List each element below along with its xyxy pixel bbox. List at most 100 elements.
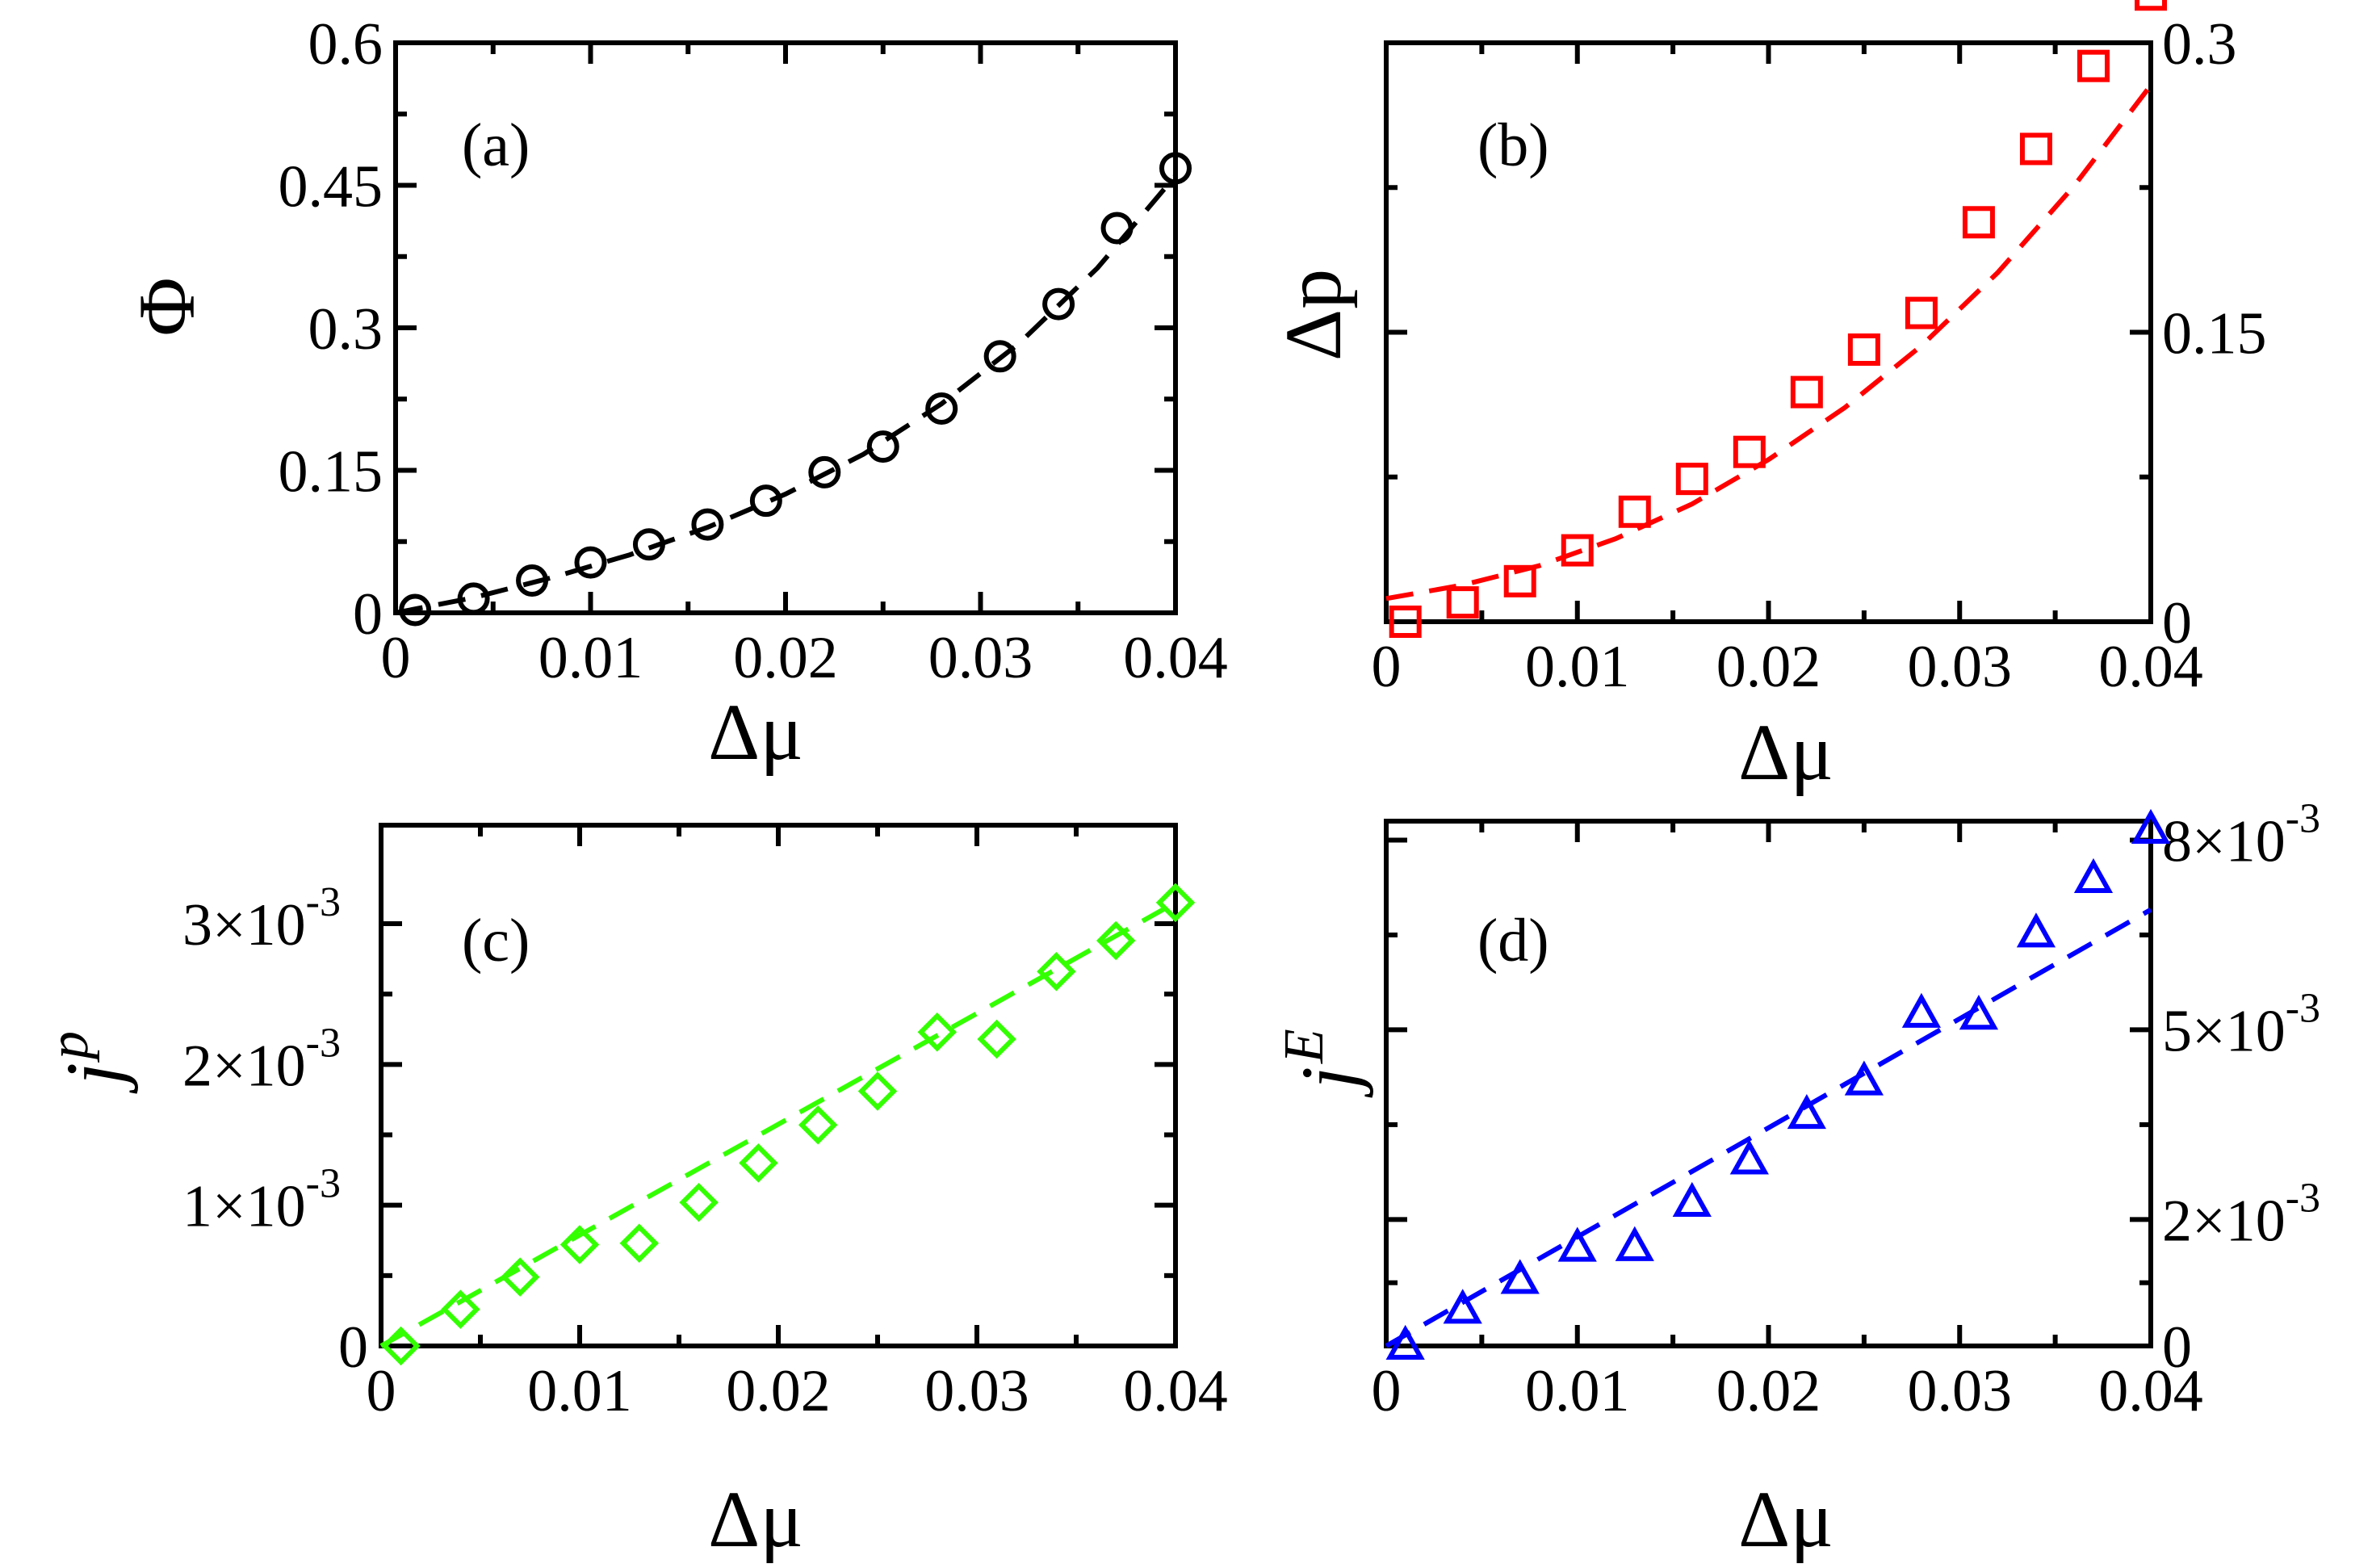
x-tick-label: 0 (367, 1358, 396, 1424)
data-point-circle (1100, 212, 1134, 245)
data-point-triangle (2073, 857, 2114, 894)
panel-c-x-title: Δμ (708, 1474, 803, 1564)
x-tick-label: 0 (1372, 1358, 1402, 1424)
panel-a-label: (a) (462, 111, 530, 179)
data-point-square (1446, 586, 1479, 619)
data-point-diamond (559, 1225, 600, 1264)
x-tick-label: 0.04 (1123, 625, 1228, 691)
data-point-circle (749, 484, 782, 518)
x-tick-label: 0.03 (928, 625, 1033, 691)
panel-d-fit-line (1385, 908, 2152, 1348)
data-point-triangle (2016, 912, 2056, 948)
x-tick-label: 0.02 (733, 625, 838, 691)
data-point-diamond (381, 1326, 421, 1366)
data-point-square (2135, 0, 2167, 11)
data-point-square (2019, 132, 2052, 166)
data-point-triangle (1959, 995, 1999, 1030)
x-tick-label: 0 (1372, 634, 1402, 700)
data-point-diamond (798, 1105, 838, 1145)
y-tick-label: 3×10-3 (182, 879, 341, 958)
panel-d-x-title: Δμ (1738, 1474, 1833, 1564)
y-tick-label: 5×10-3 (2162, 985, 2320, 1064)
data-point-square (1675, 463, 1708, 496)
panel-c-y-title-sup: p (38, 1031, 100, 1063)
y-tick-label: 0 (2162, 1314, 2192, 1381)
data-point-diamond (1037, 952, 1076, 992)
data-point-circle (925, 392, 958, 426)
x-tick-label: 0.01 (1525, 1358, 1630, 1424)
y-tick-label: 0.15 (279, 439, 383, 505)
data-point-circle (983, 340, 1016, 373)
data-point-square (1733, 435, 1766, 468)
data-point-triangle (1787, 1094, 1826, 1130)
data-point-diamond (441, 1289, 480, 1329)
y-tick-label: 1×10-3 (182, 1161, 341, 1240)
x-tick-label: 0.02 (726, 1358, 831, 1424)
x-tick-label: 0.03 (924, 1358, 1029, 1424)
data-point-square (1905, 296, 1938, 329)
panel-a-fit-line (395, 174, 1178, 615)
data-point-circle (808, 455, 841, 488)
y-tick-label: 0.3 (308, 296, 383, 363)
y-tick-label: 2×10-3 (2162, 1175, 2320, 1254)
data-point-diamond (1155, 883, 1196, 923)
data-point-circle (632, 528, 665, 561)
data-point-square (1790, 375, 1823, 409)
data-point-circle (1042, 287, 1075, 321)
panel-b-fit-line (1385, 83, 2153, 602)
data-point-square (2077, 49, 2110, 82)
data-point-triangle (1901, 992, 1942, 1028)
y-tick-label: 0 (353, 581, 383, 648)
y-tick-label: 0.6 (308, 11, 383, 78)
y-tick-label: 0.15 (2162, 301, 2267, 367)
panel-b-y-title: Δp (1268, 269, 1358, 361)
y-tick-label: 0.3 (2162, 11, 2237, 78)
panel-d-points (1385, 808, 2171, 1360)
panel-c-label: (c) (462, 907, 530, 975)
data-point-triangle (1729, 1139, 1769, 1175)
data-point-circle (1159, 152, 1192, 185)
panel-a-y-title: Φ (122, 277, 212, 336)
y-tick-exponent: -3 (2286, 795, 2320, 841)
y-tick-exponent: -3 (306, 879, 341, 925)
data-point-diamond (500, 1257, 540, 1297)
data-point-diamond (1096, 920, 1136, 961)
y-tick-exponent: -3 (2286, 1175, 2320, 1221)
data-point-diamond (739, 1143, 778, 1183)
panel-c-y-title-base: j (49, 1063, 139, 1094)
x-tick-label: 0.03 (1908, 634, 2013, 700)
data-point-circle (574, 546, 607, 579)
x-tick-label: 0.01 (527, 1358, 632, 1424)
data-point-circle (399, 593, 432, 627)
data-point-circle (516, 564, 549, 597)
y-tick-exponent: -3 (2286, 985, 2320, 1031)
data-point-triangle (1557, 1226, 1597, 1262)
data-point-triangle (2131, 808, 2171, 844)
panel-c-ticks: 0 0.01 0.02 0.03 0.04 0 1×10-3 2×10-3 3×10-3 (182, 825, 1228, 1424)
data-point-diamond (679, 1182, 719, 1222)
fit-dashed-line (1385, 83, 2153, 602)
panel-d-label: (d) (1477, 907, 1549, 975)
y-tick-exponent: -3 (306, 1161, 341, 1207)
x-tick-label: 0.01 (1525, 634, 1630, 700)
panel-d-frame (1384, 819, 2153, 1348)
panel-c: 0 0.01 0.02 0.03 0.04 0 1×10-3 2×10-3 3×10-3 (c)… (38, 823, 1228, 1564)
panel-b-label: (b) (1477, 111, 1549, 179)
x-tick-label: 0.04 (1123, 1358, 1228, 1424)
data-point-diamond (619, 1223, 660, 1263)
y-tick-label: 0 (338, 1314, 368, 1381)
x-tick-label: 0.04 (2098, 634, 2203, 700)
data-point-diamond (977, 1019, 1016, 1059)
data-point-circle (457, 582, 490, 615)
data-point-square (1389, 606, 1422, 638)
data-point-triangle (1500, 1259, 1540, 1294)
panel-a-x-title: Δμ (708, 687, 803, 777)
y-tick-label: 0 (2162, 590, 2192, 656)
x-tick-label: 0.02 (1716, 634, 1821, 700)
data-point-square (1962, 206, 1995, 239)
